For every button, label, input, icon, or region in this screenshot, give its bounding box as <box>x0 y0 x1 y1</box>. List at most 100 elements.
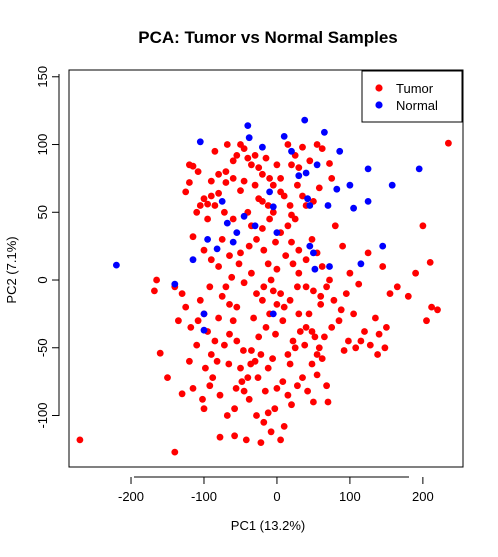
data-point-tumor <box>318 145 326 153</box>
data-point-tumor <box>164 374 171 381</box>
data-point-tumor <box>302 283 310 291</box>
data-point-tumor <box>393 283 401 291</box>
data-point-tumor <box>202 364 209 372</box>
data-point-tumor <box>231 405 239 413</box>
data-point-tumor <box>277 290 284 297</box>
data-point-tumor <box>317 292 325 300</box>
data-point-tumor <box>262 324 270 331</box>
data-point-tumor <box>284 391 292 399</box>
data-point-tumor <box>259 170 266 178</box>
data-point-tumor <box>229 175 237 182</box>
data-point-tumor <box>280 303 288 311</box>
data-point-tumor <box>254 374 262 381</box>
legend-marker-tumor <box>375 84 383 92</box>
data-point-tumor <box>221 208 228 216</box>
data-point-tumor <box>286 202 294 209</box>
data-point-tumor <box>171 448 179 456</box>
data-point-tumor <box>193 208 201 216</box>
data-point-tumor <box>253 290 260 297</box>
data-point-tumor <box>280 192 288 200</box>
data-point-tumor <box>223 412 231 419</box>
data-point-tumor <box>289 337 297 345</box>
data-point-normal <box>336 147 344 155</box>
y-axis-label: PC2 (7.1%) <box>4 236 19 303</box>
data-point-tumor <box>264 202 272 209</box>
data-point-tumor <box>294 283 301 291</box>
data-point-normal <box>333 185 341 193</box>
data-point-tumor <box>204 200 212 208</box>
data-point-tumor <box>189 162 197 170</box>
data-point-tumor <box>419 222 427 230</box>
data-point-normal <box>306 242 314 250</box>
data-point-normal <box>415 165 423 173</box>
data-point-tumor <box>207 177 215 185</box>
data-point-tumor <box>328 175 336 182</box>
data-point-tumor <box>313 141 321 148</box>
data-point-tumor <box>151 287 158 295</box>
data-point-tumor <box>295 246 303 254</box>
data-point-normal <box>269 310 277 318</box>
legend-label-normal: Normal <box>396 98 438 113</box>
data-point-tumor <box>211 202 219 209</box>
data-point-tumor <box>221 341 228 349</box>
data-point-tumor <box>379 263 387 270</box>
data-point-tumor <box>277 436 284 444</box>
data-point-tumor <box>271 405 279 413</box>
data-point-tumor <box>229 215 237 223</box>
data-point-tumor <box>323 382 330 390</box>
data-point-tumor <box>222 283 230 291</box>
data-point-tumor <box>330 296 338 304</box>
data-point-tumor <box>207 256 215 264</box>
data-point-tumor <box>264 409 272 417</box>
data-point-tumor <box>284 222 292 230</box>
data-point-tumor <box>196 202 204 209</box>
data-point-tumor <box>251 152 259 159</box>
data-point-normal <box>244 122 252 129</box>
data-point-tumor <box>218 236 226 243</box>
data-point-tumor <box>426 259 434 266</box>
data-point-tumor <box>211 147 219 155</box>
data-point-tumor <box>331 222 339 230</box>
data-point-normal <box>388 181 396 189</box>
data-point-normal <box>357 260 365 268</box>
data-point-tumor <box>260 418 268 426</box>
y-tick-label: 100 <box>35 134 50 156</box>
data-point-tumor <box>279 378 287 385</box>
data-point-tumor <box>231 432 239 440</box>
x-axis: -200 -100 0 100 200 <box>118 476 434 504</box>
data-point-tumor <box>313 371 321 379</box>
data-point-tumor <box>189 233 197 241</box>
data-point-tumor <box>218 292 226 300</box>
data-point-tumor <box>245 242 253 250</box>
data-point-tumor <box>233 337 241 345</box>
data-point-tumor <box>215 263 223 270</box>
data-point-tumor <box>186 179 193 186</box>
data-point-tumor <box>301 341 309 349</box>
data-point-tumor <box>313 351 321 358</box>
data-point-tumor <box>272 238 279 246</box>
data-point-tumor <box>284 351 292 358</box>
data-point-tumor <box>279 317 287 325</box>
data-point-tumor <box>232 385 240 392</box>
data-point-tumor <box>259 296 266 304</box>
data-point-tumor <box>323 283 330 291</box>
data-point-tumor <box>308 236 316 243</box>
data-point-tumor <box>289 260 297 268</box>
data-point-tumor <box>326 276 333 284</box>
data-point-tumor <box>288 401 295 409</box>
data-point-normal <box>302 169 310 177</box>
data-point-tumor <box>266 175 273 182</box>
x-tick-label: 0 <box>273 489 280 504</box>
data-point-tumor <box>280 423 288 430</box>
data-point-tumor <box>240 145 248 153</box>
data-point-normal <box>324 202 332 209</box>
data-point-normal <box>213 245 221 253</box>
data-point-tumor <box>200 405 208 413</box>
data-point-tumor <box>264 260 272 268</box>
data-point-tumor <box>366 341 374 349</box>
data-point-tumor <box>299 374 306 381</box>
data-point-tumor <box>259 198 266 205</box>
data-point-tumor <box>428 303 435 311</box>
data-point-tumor <box>357 337 365 345</box>
